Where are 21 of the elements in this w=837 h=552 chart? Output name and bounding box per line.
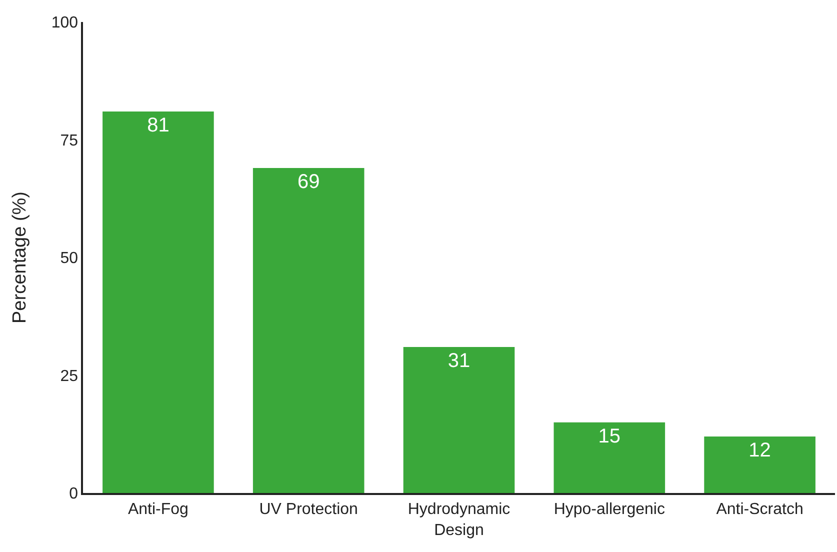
data-label: 31 [448, 350, 470, 372]
y-tick-label: 100 [51, 14, 78, 32]
y-tick-label: 50 [60, 250, 78, 268]
bar [403, 346, 515, 493]
bar [554, 422, 666, 493]
y-axis-title: Percentage (%) [10, 191, 31, 324]
x-tick-label: Anti-Scratch [716, 500, 804, 518]
x-tick-label: UV Protection [259, 500, 358, 518]
bar [102, 111, 214, 493]
bar [704, 436, 816, 493]
bar [252, 168, 364, 493]
data-label: 12 [748, 439, 771, 462]
y-tick-label: 0 [69, 486, 78, 503]
x-tick-label: Anti-Fog [128, 500, 188, 518]
data-label: 15 [598, 425, 621, 448]
x-tick-label: Hydrodynamic Design [408, 500, 510, 539]
y-tick-label: 75 [60, 132, 78, 150]
data-label: 69 [297, 171, 320, 194]
data-label: 81 [147, 114, 170, 136]
x-tick-label: Hypo-allergenic [554, 500, 665, 518]
y-tick-label: 25 [60, 368, 78, 385]
